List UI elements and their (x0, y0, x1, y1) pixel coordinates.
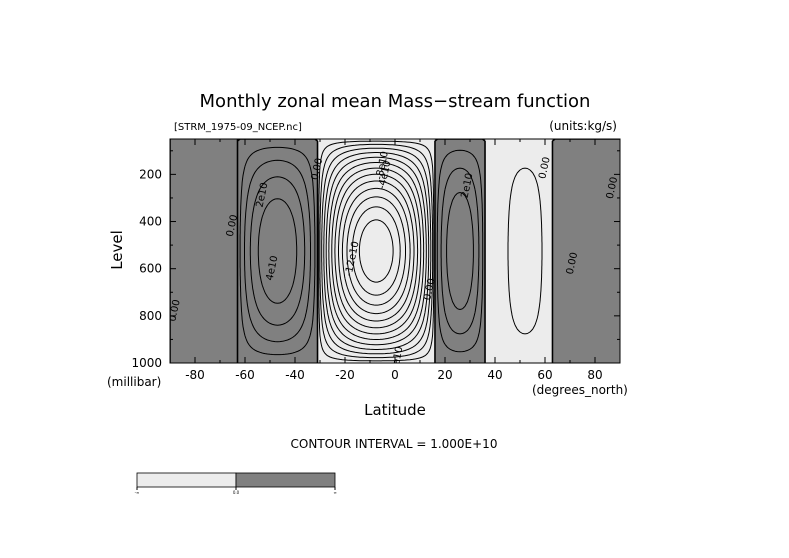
contour-label: 0.00 (565, 251, 580, 275)
negative-contour (341, 187, 411, 315)
x-tick-label: 0 (391, 368, 399, 382)
negative-contour (358, 219, 394, 283)
negative-contour (325, 156, 427, 346)
contour-label: 0.00 (225, 214, 240, 238)
contour-label: 4e10 (265, 255, 281, 282)
chart-title: Monthly zonal mean Mass−stream function (200, 91, 591, 112)
negative-contour (334, 173, 419, 329)
negative-contour (331, 167, 422, 335)
contour-lines (170, 139, 620, 363)
positive-contour (257, 198, 298, 304)
y-tick-label: 600 (139, 262, 162, 276)
contour-label: 0.00 (422, 277, 437, 301)
negative-contour (323, 152, 430, 350)
x-tick-label: -80 (185, 368, 205, 382)
plot-area: 0.002e104e100.00-12e10-8e10-4e100.002e10… (169, 138, 621, 372)
colorbar-tick-label: -∞ (135, 490, 140, 495)
zero-contour (170, 139, 620, 363)
y-units-label: (millibar) (107, 375, 161, 389)
y-tick-label: 400 (139, 215, 162, 229)
colorbar-tick-label: ∞ (333, 490, 336, 495)
x-tick-label: 60 (537, 368, 552, 382)
x-tick-label: 40 (487, 368, 502, 382)
colorbar: -∞ 0.0 ∞ (135, 472, 337, 495)
colorbar-bin-positive (235, 472, 336, 488)
negative-contour (321, 147, 432, 355)
y-tick-label: 1000 (131, 356, 162, 370)
negative-contour (351, 206, 401, 296)
positive-contour (249, 176, 474, 326)
y-tick-label: 800 (139, 309, 162, 323)
contour-label: 0.00 (605, 176, 620, 200)
contour-labels: 0.002e104e100.00-12e10-8e10-4e100.002e10… (170, 150, 620, 372)
x-axis: -80 -60 -40 -20 0 20 40 60 80 (169, 139, 621, 382)
contour-label: 0.00 (310, 157, 325, 181)
positive-contour (239, 146, 484, 356)
negative-contour (346, 196, 406, 306)
x-tick-label: -40 (285, 368, 305, 382)
y-axis: 200 400 600 800 1000 (131, 150, 620, 370)
colorbar-tick-label: 0.0 (233, 490, 240, 495)
negative-contour (338, 180, 415, 322)
x-units-label: (degrees_north) (532, 383, 628, 397)
file-label: [STRM_1975-09_NCEP.nc] (174, 122, 302, 133)
contour-label: 0.00 (537, 156, 552, 180)
x-axis-label: Latitude (364, 401, 426, 419)
y-tick-label: 200 (139, 167, 162, 181)
units-label: (units:kg/s) (549, 119, 617, 133)
x-tick-label: -60 (235, 368, 255, 382)
x-tick-label: 80 (587, 368, 602, 382)
y-axis-label: Level (108, 230, 126, 270)
x-tick-label: -20 (335, 368, 355, 382)
contour-label: 2e10 (460, 172, 476, 199)
negative-contour (319, 143, 434, 359)
positive-contour (244, 159, 480, 343)
x-tick-label: 20 (437, 368, 452, 382)
contour-label: 2e10 (390, 345, 406, 372)
contour-label: 2e10 (255, 182, 271, 209)
colorbar-bin-negative (136, 472, 237, 488)
negative-contour (318, 140, 543, 362)
contour-interval-label: CONTOUR INTERVAL = 1.000E+10 (291, 437, 498, 451)
negative-contour (328, 162, 425, 340)
